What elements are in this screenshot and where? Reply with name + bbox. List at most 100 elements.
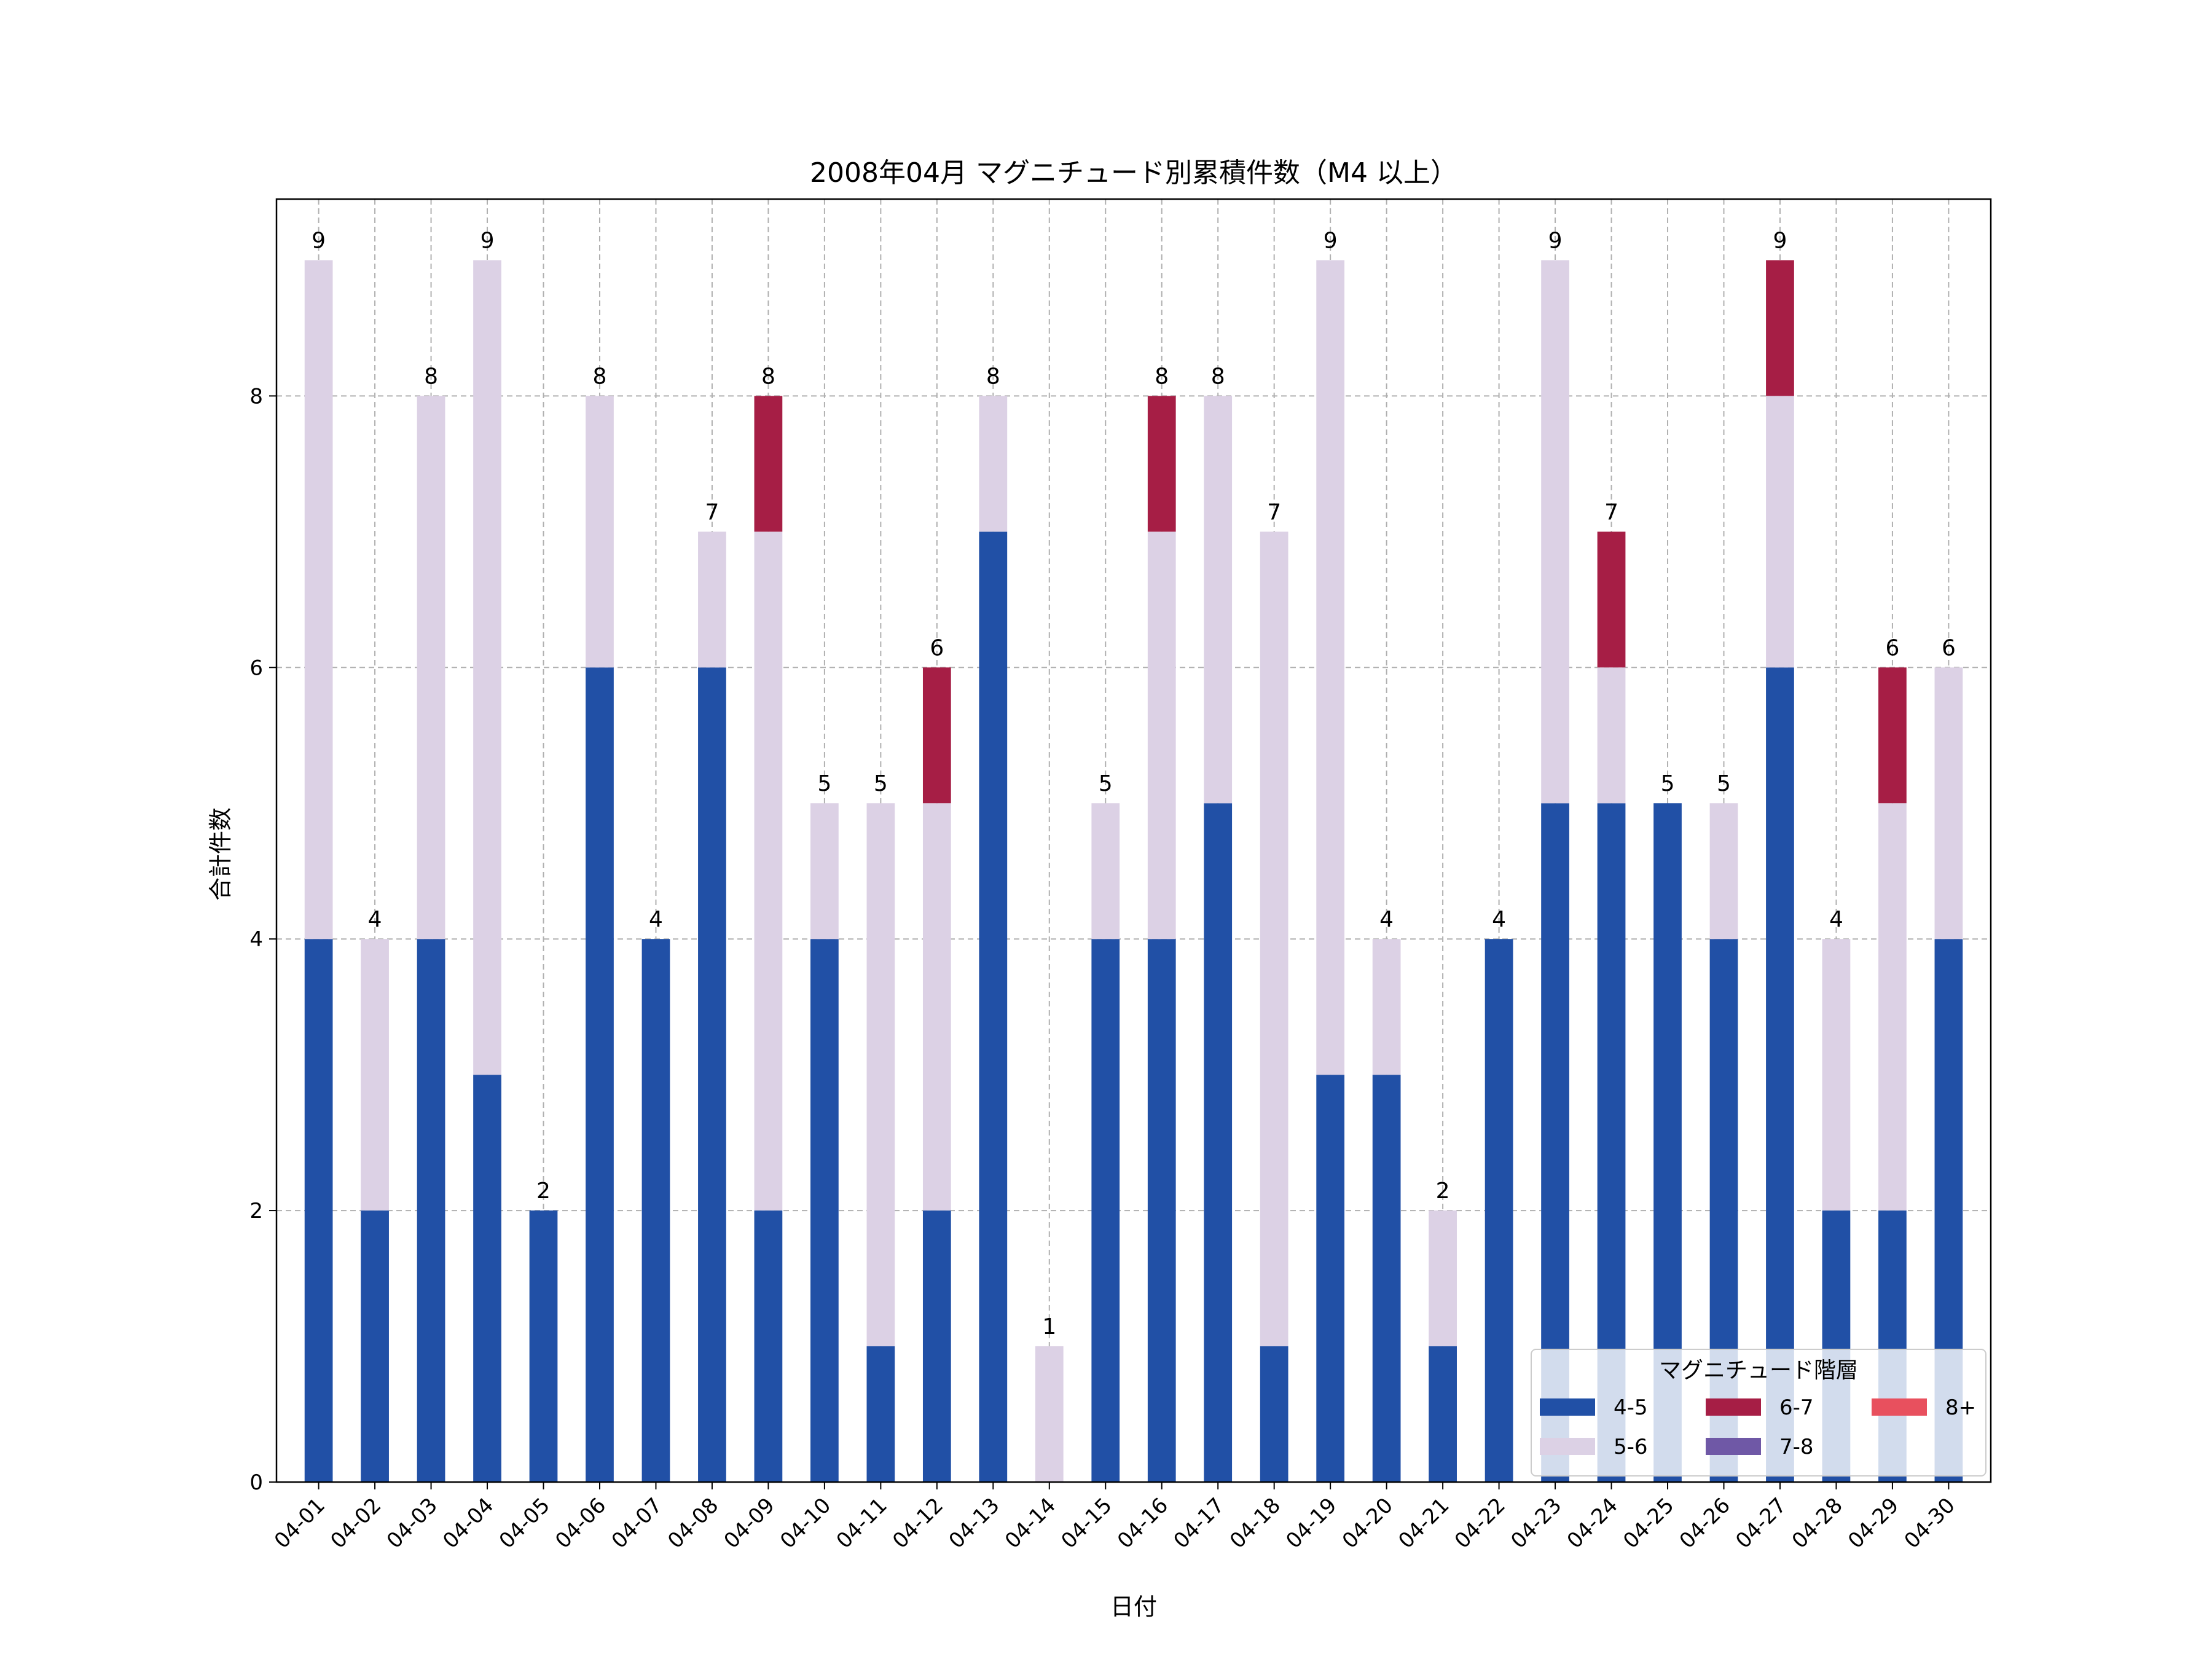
bar-segment	[1091, 803, 1120, 939]
bar-segment	[979, 396, 1008, 532]
legend-items: 4-5 5-6 6-7 7-8 8+	[1540, 1395, 1976, 1459]
bar-segment	[1147, 939, 1176, 1482]
legend-swatch	[1540, 1438, 1595, 1455]
legend-swatch	[1706, 1438, 1761, 1455]
bar-segment	[1878, 667, 1907, 804]
bar-total-label: 5	[817, 771, 831, 796]
bar-segment	[473, 260, 501, 1075]
bar-segment	[473, 1075, 501, 1482]
bar-total-label: 4	[1829, 907, 1843, 932]
legend-label: 8+	[1945, 1395, 1976, 1420]
bar-total-label: 4	[1379, 907, 1394, 932]
bar-segment	[1372, 939, 1401, 1075]
bars	[304, 260, 1963, 1483]
bar-total-label: 5	[1099, 771, 1113, 796]
bar-segment	[979, 531, 1008, 1483]
bar-segment	[754, 396, 783, 532]
bar-segment	[1934, 667, 1963, 939]
bar-total-label: 8	[761, 364, 775, 389]
bar-total-label: 7	[1267, 500, 1281, 525]
bar-total-label: 8	[1155, 364, 1169, 389]
bar-segment	[641, 939, 670, 1482]
legend-label: 4-5	[1614, 1395, 1648, 1420]
bar-total-label: 8	[593, 364, 607, 389]
bar-segment	[922, 667, 951, 804]
bar-total-label: 9	[1548, 228, 1563, 253]
bar-total-label: 5	[874, 771, 888, 796]
bar-segment	[586, 667, 614, 1482]
bar-segment	[922, 803, 951, 1211]
bar-total-label: 6	[1885, 635, 1899, 661]
bar-segment	[1147, 396, 1176, 532]
bar-total-label: 7	[1604, 500, 1618, 525]
bar-total-label: 9	[1773, 228, 1787, 253]
x-axis-label: 日付	[1110, 1593, 1157, 1620]
legend-label: 7-8	[1779, 1435, 1814, 1459]
bar-segment	[1597, 531, 1626, 668]
bar-total-label: 8	[986, 364, 1000, 389]
bar-segment	[1260, 531, 1288, 1347]
bar-segment	[1709, 803, 1738, 939]
bar-segment	[1147, 531, 1176, 939]
bar-segment	[810, 803, 839, 939]
bar-segment	[698, 667, 726, 1482]
chart-title: 2008年04月 マグニチュード別累積件数（M4 以上）	[810, 157, 1457, 189]
bar-total-label: 4	[649, 907, 663, 932]
bar-segment	[810, 939, 839, 1482]
bar-segment	[1204, 803, 1233, 1482]
bar-segment	[1429, 1346, 1457, 1482]
bar-segment	[1260, 1346, 1288, 1482]
y-tick-label: 8	[249, 384, 263, 409]
bar-total-label: 7	[705, 500, 719, 525]
legend-title: マグニチュード階層	[1659, 1358, 1858, 1383]
bar-segment	[586, 396, 614, 668]
bar-segment	[1766, 260, 1794, 396]
legend-label: 6-7	[1779, 1395, 1814, 1420]
bar-segment	[417, 939, 445, 1482]
bar-total-label: 8	[424, 364, 438, 389]
bar-segment	[361, 939, 389, 1211]
bar-total-label: 5	[1717, 771, 1731, 796]
bar-segment	[866, 803, 895, 1347]
bar-segment	[1484, 939, 1513, 1482]
bar-segment	[417, 396, 445, 939]
bar-segment	[1766, 396, 1794, 668]
bar-segment	[361, 1210, 389, 1482]
bar-segment	[754, 531, 783, 1211]
bar-segment	[1035, 1346, 1064, 1482]
bar-segment	[1316, 260, 1345, 1075]
bar-total-label: 9	[480, 228, 495, 253]
bar-segment	[1822, 939, 1851, 1211]
bar-total-label: 4	[368, 907, 382, 932]
bar-total-label: 4	[1492, 907, 1506, 932]
y-tick-label: 6	[249, 656, 263, 680]
legend-swatch	[1706, 1398, 1761, 1416]
bar-segment	[304, 939, 333, 1482]
bar-total-label: 6	[930, 635, 944, 661]
bar-segment	[698, 531, 726, 668]
bar-total-label: 2	[536, 1179, 551, 1204]
bar-segment	[1316, 1075, 1345, 1482]
y-tick-label: 4	[249, 927, 263, 952]
bar-total-label: 8	[1211, 364, 1225, 389]
bar-total-label: 1	[1042, 1314, 1056, 1339]
bar-segment	[1204, 396, 1233, 804]
bar-segment	[1429, 1210, 1457, 1347]
bar-total-label: 9	[1324, 228, 1338, 253]
bar-segment	[922, 1210, 951, 1482]
y-axis: 0 2 4 6 8	[249, 384, 276, 1495]
bar-segment	[866, 1346, 895, 1482]
y-axis-label: 合計件数	[207, 807, 234, 901]
bar-segment	[1091, 939, 1120, 1482]
bar-segment	[1878, 803, 1907, 1211]
legend-label: 5-6	[1614, 1435, 1648, 1459]
bar-segment	[1541, 260, 1569, 804]
bar-total-label: 5	[1661, 771, 1675, 796]
legend: マグニチュード階層 4-5 5-6 6-7 7-8 8+	[1531, 1349, 1986, 1477]
y-tick-label: 2	[249, 1199, 263, 1223]
data-labels: 9 4 8 9 2 8 4 7 8 5 5 6 8 1 5 8 8 7 9 4 2 4 9 7 5 5 9 4 6 6	[312, 228, 1956, 1339]
bar-segment	[529, 1210, 558, 1482]
bar-total-label: 6	[1942, 635, 1956, 661]
y-tick-label: 0	[249, 1470, 263, 1495]
